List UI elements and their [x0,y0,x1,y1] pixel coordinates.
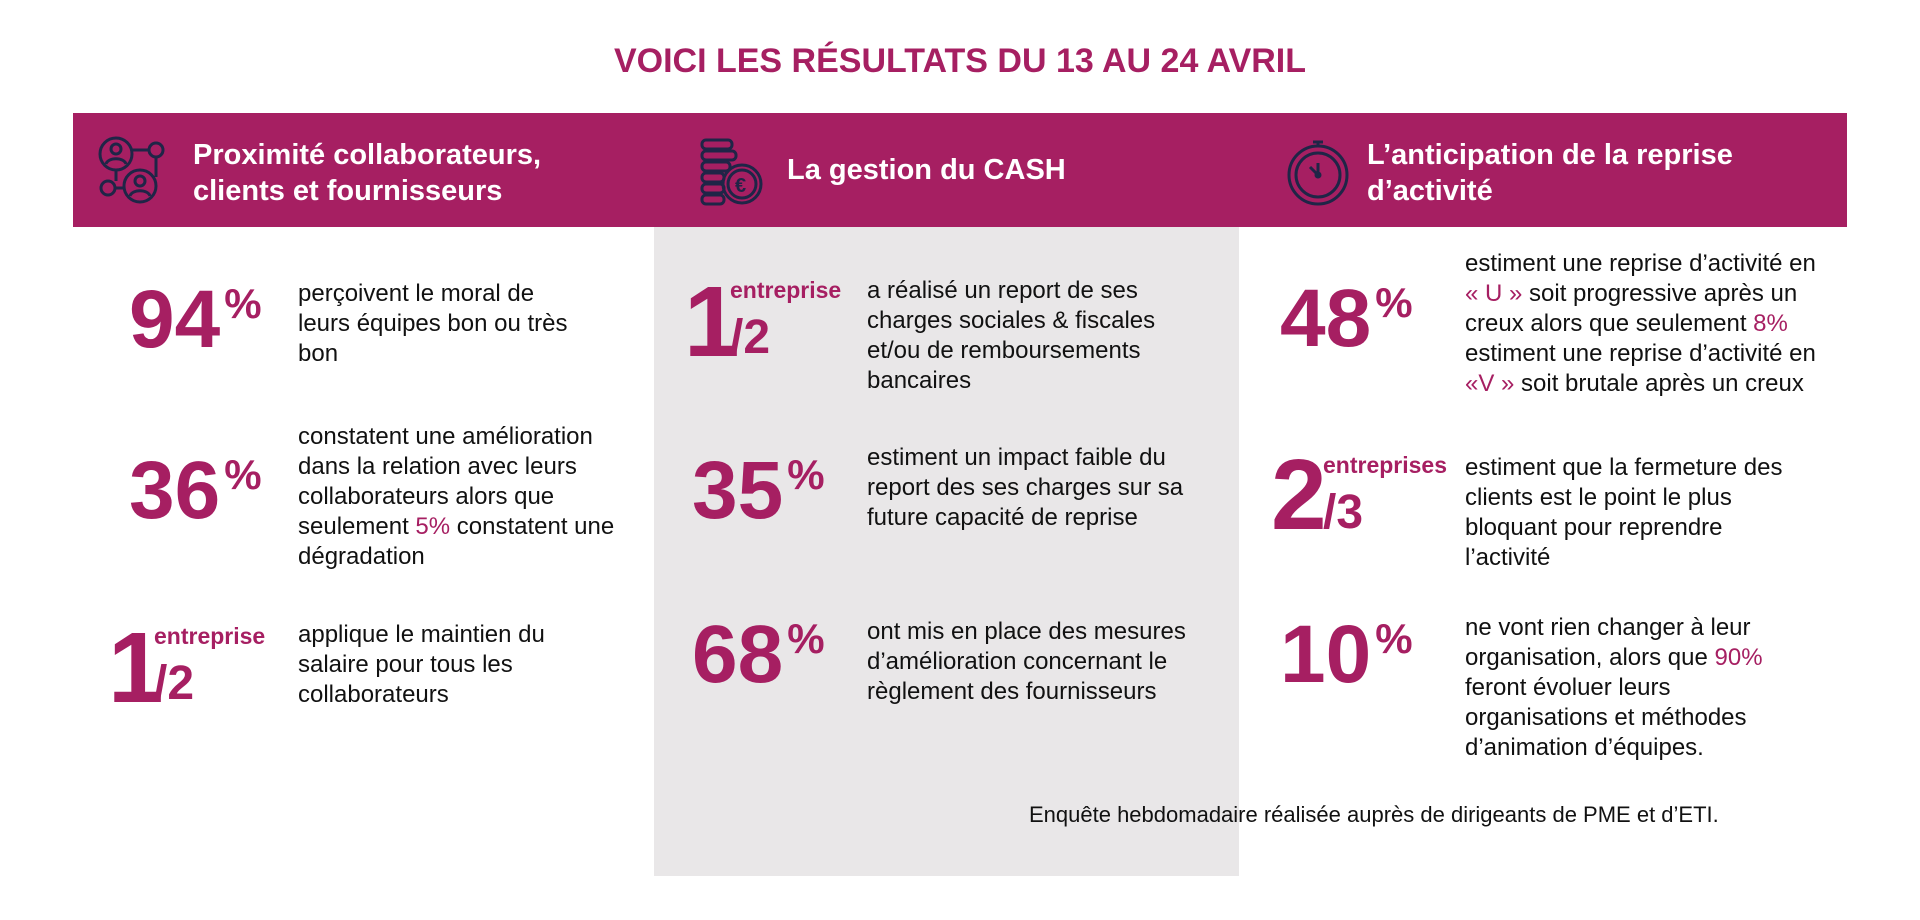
stat-10: 10% [1280,614,1413,696]
page-title: VOICI LES RÉSULTATS DU 13 AU 24 AVRIL [613,42,1307,80]
stat-unit: % [787,451,825,498]
text: ne vont rien changer à leur organisation… [1465,614,1751,671]
stat-text: constatent une amélioration dans la rela… [298,422,638,572]
text: feront évoluer leurs organisations et mé… [1465,674,1747,761]
text: constatent une amélioration dans la rela… [298,423,593,540]
stat-text: ne vont rien changer à leur organisation… [1465,613,1805,763]
stat-unit: % [224,280,262,327]
stat-text: estiment une reprise d’activité en « U »… [1465,249,1825,399]
stat-denominator: /3 [1323,486,1364,539]
stat-numerator: 1 [684,266,740,378]
svg-text:€: € [735,175,746,197]
stat-label: entreprise [730,277,842,303]
cash-column-background [654,227,1239,876]
stopwatch-icon [1287,140,1349,206]
highlight: 5% [415,513,451,540]
header-banner [73,113,1847,227]
footnote: Enquête hebdomadaire réalisée auprès de … [1029,802,1719,827]
stat-text: a réalisé un report de ses charges socia… [867,277,1156,394]
highlight: « U » [1465,280,1523,307]
stat-value: 36 [129,445,221,536]
stat-value: 35 [692,445,784,536]
network-people-icon [98,136,165,204]
stat-unit: % [224,451,262,498]
highlight: «V » [1465,370,1515,397]
stat-unit: % [787,615,825,662]
stat-unit: % [1375,615,1413,662]
stat-text: ont mis en place des mesures d’améliorat… [867,618,1186,705]
heading-cash: La gestion du CASH [787,154,1066,186]
stat-value: 94 [129,274,221,365]
heading-line: Proximité collaborateurs, [193,139,542,171]
stat-numerator: 2 [1271,439,1327,551]
stat-68: 68% [692,614,825,696]
stat-value: 68 [692,609,784,700]
stat-36: 36% [129,450,262,532]
stat-text: applique le maintien du salaire pour tou… [298,621,545,708]
stat-numerator: 1 [108,612,164,724]
heading-line: clients et fournisseurs [193,175,503,207]
stat-denominator: /2 [154,657,195,710]
coins-euro-icon: € [700,138,763,206]
stat-denominator: /2 [730,311,771,364]
heading-anticipation: L’anticipation de la reprise d’activité [1367,137,1733,209]
heading-line: d’activité [1367,175,1493,207]
text: estiment une reprise d’activité en [1465,250,1816,277]
stat-text: perçoivent le moral de leurs équipes bon… [298,280,568,367]
stat-text: estiment un impact faible du report des … [867,444,1184,531]
highlight: 90% [1714,644,1763,671]
heading-proximite: Proximité collaborateurs, clients et fou… [193,137,541,209]
text: soit progressive après un creux alors qu… [1465,280,1798,337]
stat-35: 35% [692,450,825,532]
stat-label: entreprise [154,623,266,649]
stat-text: estiment que la fermeture des clients es… [1465,454,1783,571]
text: estiment une reprise d’activité en [1465,340,1816,367]
highlight: 8% [1753,310,1788,337]
heading-line: L’anticipation de la reprise [1367,139,1733,171]
stat-value: 10 [1280,609,1372,700]
stat-value: 48 [1280,273,1372,364]
stat-unit: % [1375,279,1413,326]
stat-48: 48% [1280,278,1413,360]
stat-94: 94% [129,279,262,361]
text: soit brutale après un creux [1514,370,1804,397]
text: constatent une dégradation [298,513,615,570]
stat-label: entreprises [1323,452,1448,478]
